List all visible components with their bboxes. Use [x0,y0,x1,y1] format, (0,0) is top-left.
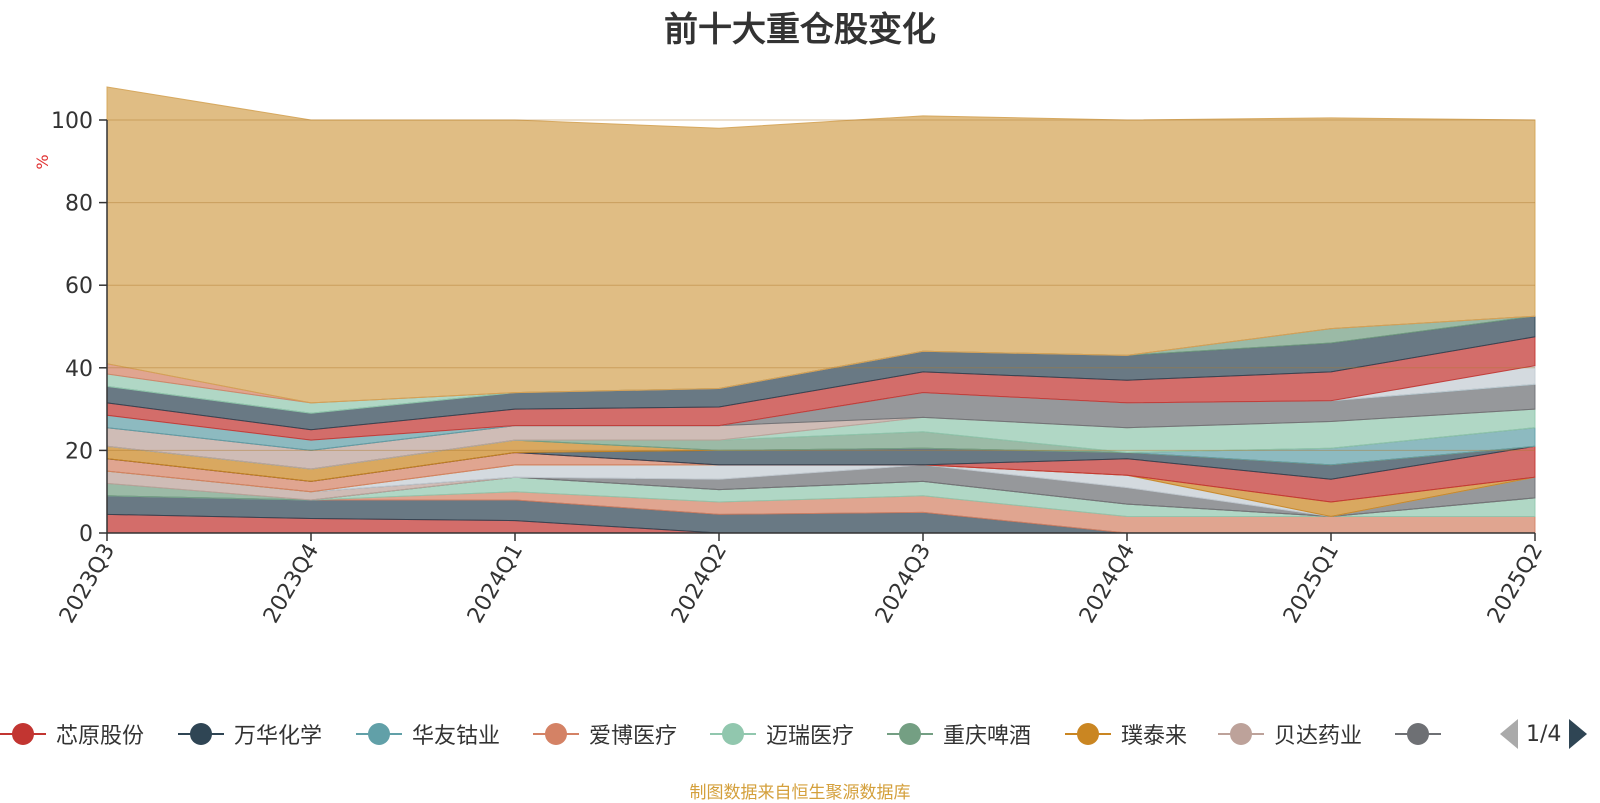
legend-label: 贝达药业 [1274,724,1363,749]
y-tick-label: 60 [65,274,93,299]
axes [106,120,1535,534]
x-tick-label: 2024Q3 [871,540,936,628]
legend-item[interactable]: 芯原股份 [0,712,144,756]
legend-marker-icon [178,712,224,756]
x-tick-labels: 2023Q3 2023Q4 2024Q1 2024Q2 2024Q3 2024Q4 2025… [55,533,1548,628]
legend-label: 芯原股份 [56,724,145,749]
y-tick-label: 40 [65,357,93,382]
y-tick-labels: 0 20 40 60 80 100 [51,109,107,547]
legend-item[interactable]: 李宁 [1395,712,1450,756]
legend-label: 迈瑞医疗 [766,724,855,749]
legend-label: 华友钴业 [412,724,501,749]
page-indicator: 1/4 [1526,721,1562,747]
page-next-icon[interactable] [1569,719,1588,749]
legend-item[interactable]: 迈瑞医疗 [710,712,854,756]
y-axis-label: % [33,154,52,169]
legend-marker-icon [0,712,46,756]
legend-item[interactable]: 璞泰来 [1065,712,1187,756]
x-tick-label: 2025Q2 [1483,540,1548,628]
x-tick-label: 2025Q1 [1279,540,1344,628]
legend-marker-icon [887,712,933,756]
y-tick-label: 20 [65,439,93,464]
legend-item[interactable]: 爱博医疗 [533,712,677,756]
legend-marker-icon [1065,712,1111,756]
legend: 芯原股份 万华化学 华友钴业 爱博医疗 迈瑞医疗 重庆啤酒 璞泰来 贝达药业 李宁 [0,712,1600,756]
legend-label: 重庆啤酒 [943,724,1032,749]
legend-label: 璞泰来 [1121,724,1188,749]
legend-marker-icon [1218,712,1264,756]
chart-title: 前十大重仓股变化 [664,10,936,50]
y-tick-label: 100 [51,109,93,134]
legend-marker-icon [356,712,402,756]
legend-marker-icon [1395,712,1441,756]
legend-item[interactable]: 华友钴业 [356,712,500,756]
x-tick-label: 2023Q4 [259,540,324,628]
legend-marker-icon [533,712,579,756]
page-prev-icon[interactable] [1500,719,1518,749]
legend-item[interactable]: 贝达药业 [1218,712,1362,756]
legend-items: 芯原股份 万华化学 华友钴业 爱博医疗 迈瑞医疗 重庆啤酒 璞泰来 贝达药业 李宁 [0,712,1450,756]
source-note: 制图数据来自恒生聚源数据库 [689,783,911,803]
area-series-26 [106,86,1536,404]
x-tick-label: 2024Q2 [667,540,732,628]
y-tick-label: 0 [79,522,93,547]
legend-marker-icon [710,712,756,756]
x-tick-label: 2024Q1 [463,540,528,628]
x-tick-label: 2023Q3 [55,540,120,628]
y-tick-label: 80 [65,192,93,217]
legend-item[interactable]: 万华化学 [178,712,322,756]
x-tick-label: 2024Q4 [1075,540,1140,628]
legend-item[interactable]: 重庆啤酒 [887,712,1031,756]
legend-label: 万华化学 [234,724,323,749]
legend-label: 爱博医疗 [589,724,678,749]
gridlines [107,119,1535,451]
legend-pager: 1/4 [1500,712,1588,756]
stacked-areas [106,86,1536,534]
